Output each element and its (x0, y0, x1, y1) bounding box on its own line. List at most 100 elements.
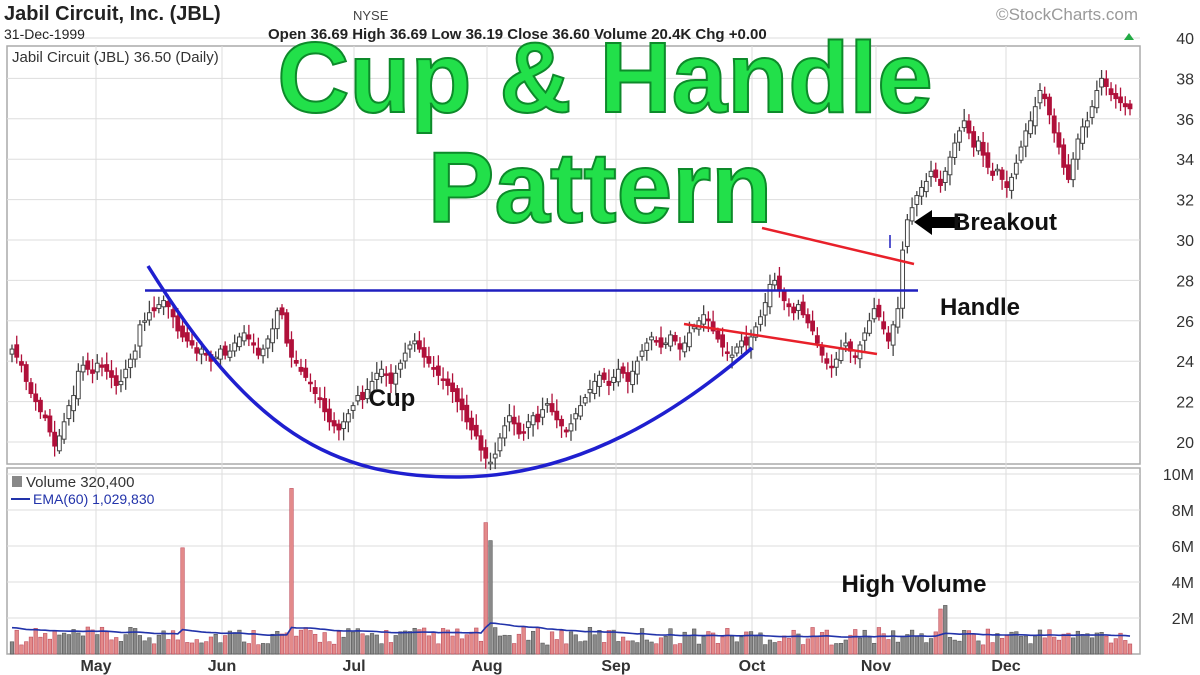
volume-tick-label: 10M (1163, 467, 1194, 484)
volume-bar (431, 631, 436, 655)
volume-bar (592, 634, 597, 655)
candle-body (142, 320, 148, 323)
volume-bar (213, 633, 218, 655)
volume-bar (962, 630, 967, 655)
volume-bar (242, 641, 247, 655)
candle-body (360, 391, 365, 401)
volume-bar (729, 635, 735, 655)
grid-lines (7, 37, 1140, 654)
candle-body (867, 320, 872, 334)
volume-bar (1085, 633, 1090, 655)
volume-bar (602, 642, 607, 655)
candle-body (289, 339, 294, 358)
volume-bar (578, 641, 583, 655)
volume-bar (1127, 643, 1133, 655)
volume-bar (1118, 632, 1123, 655)
candle-body (184, 332, 190, 342)
volume-bar (180, 547, 185, 655)
candle-body (739, 340, 744, 348)
volume-bar (682, 631, 687, 655)
candle-body (672, 335, 678, 342)
volume-bar (516, 633, 521, 655)
candle-body (1089, 106, 1095, 118)
volume-bar (867, 636, 872, 655)
candle-body (1122, 103, 1128, 108)
candle-body (483, 447, 489, 459)
candle-body (473, 424, 479, 437)
volume-bar (398, 631, 403, 655)
candle-body (919, 186, 924, 197)
volume-bar (66, 634, 71, 655)
candle-body (369, 380, 375, 394)
candle-body (549, 403, 555, 413)
candle-body (862, 332, 868, 341)
candle-body (1061, 144, 1067, 168)
candle-body (374, 372, 380, 380)
volume-bar (317, 641, 323, 655)
candle-body (1047, 96, 1052, 116)
volume-bar (568, 631, 574, 655)
volume-bar (706, 631, 711, 655)
candle-body (109, 370, 114, 378)
volume-bar (838, 643, 844, 655)
candle-body (194, 347, 200, 354)
candle-body (435, 365, 441, 376)
candle-body (1023, 130, 1029, 147)
candle-body (938, 178, 943, 186)
candle-body (904, 219, 910, 247)
volume-bar (1042, 637, 1047, 655)
volume-bar (1071, 637, 1076, 655)
candle-body (971, 131, 977, 148)
volume-bar (336, 631, 341, 655)
candle-body (1051, 115, 1057, 134)
volume-bar (715, 643, 720, 655)
candle-body (554, 410, 560, 421)
candle-body (942, 170, 948, 183)
stockcharts-watermark: ©StockCharts.com (996, 5, 1138, 24)
volume-bar (147, 637, 152, 655)
candle-body (606, 380, 612, 386)
volume-bar (853, 629, 858, 655)
candle-body (833, 358, 839, 368)
candle-body (303, 367, 309, 378)
volume-bar (531, 630, 536, 655)
candle-body (71, 395, 76, 412)
candle-body (227, 350, 233, 358)
volume-bar (1099, 632, 1104, 655)
candle-body (90, 369, 95, 374)
candle-body (1009, 176, 1014, 191)
volume-bar (535, 627, 540, 655)
candle-body (966, 120, 972, 134)
volume-bar (549, 631, 555, 655)
volume-bar (260, 643, 266, 655)
candle-body (345, 413, 351, 423)
month-tick-label: May (80, 658, 111, 675)
candle-body (800, 301, 806, 316)
volume-bar (346, 628, 351, 655)
volume-bar (118, 641, 124, 655)
candle-body (544, 403, 550, 406)
price-tick-label: 36 (1176, 112, 1194, 129)
candle-body (630, 370, 635, 386)
volume-bar (208, 636, 214, 655)
volume-bar (412, 627, 417, 655)
candle-body (729, 354, 735, 358)
candle-body (364, 388, 370, 400)
volume-bar (554, 639, 559, 655)
volume-tick-label: 6M (1172, 539, 1194, 556)
cup-label: Cup (369, 385, 416, 412)
volume-bar (900, 636, 905, 655)
volume-bar (294, 635, 299, 655)
volume-bar (1108, 642, 1114, 655)
volume-bar (322, 632, 327, 655)
candle-body (222, 345, 228, 356)
volume-bar (332, 643, 337, 655)
volume-bar (587, 627, 593, 655)
candle-body (128, 358, 133, 369)
pattern-title-line1: Cup & Handle (277, 22, 933, 134)
volume-bar (237, 629, 242, 655)
volume-bar (744, 631, 749, 655)
candle-body (890, 324, 896, 346)
candle-body (724, 351, 730, 354)
volume-bar (521, 626, 526, 655)
